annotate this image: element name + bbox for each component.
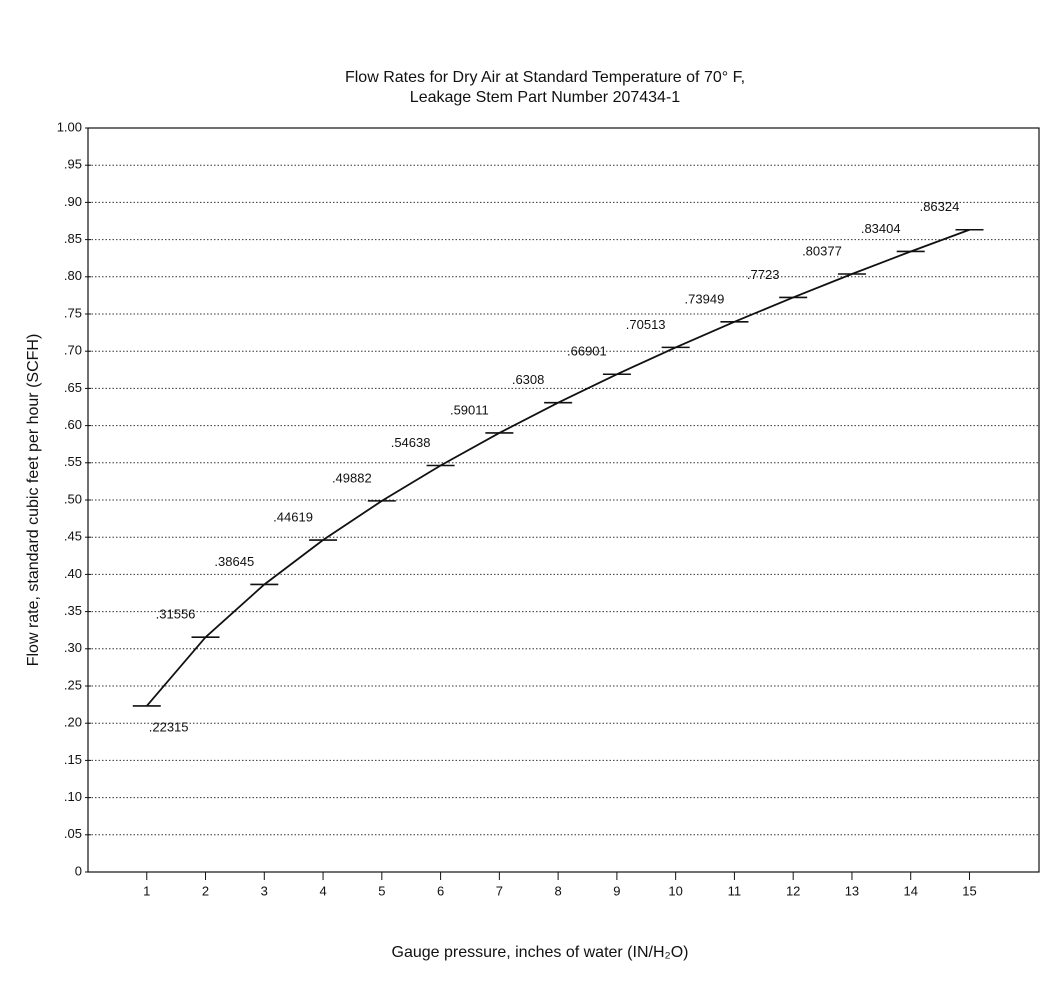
data-label: .54638 [391,435,431,450]
x-tick-label: 5 [378,883,385,898]
x-tick-label: 8 [555,883,562,898]
y-axis-label: Flow rate, standard cubic feet per hour … [25,334,42,667]
plot-frame [87,127,1040,873]
y-tick-label: .15 [64,752,82,767]
x-axis-label: Gauge pressure, inches of water (IN/H₂O) [392,944,689,961]
data-label: .7723 [747,267,780,282]
data-label: .49882 [332,470,372,485]
y-tick-label: .75 [64,305,82,320]
x-tick-label: 14 [903,883,917,898]
chart-subtitle: Leakage Stem Part Number 207434-1 [410,89,680,106]
x-tick-label: 2 [202,883,209,898]
y-tick-label: .25 [64,677,82,692]
x-tick-label: 1 [143,883,150,898]
y-tick-label: .50 [64,491,82,506]
data-label: .22315 [149,719,189,734]
data-label: .66901 [567,344,607,359]
y-tick-label: .65 [64,380,82,395]
x-tick-label: 9 [613,883,620,898]
data-label: .44619 [273,509,313,524]
data-label: .6308 [512,372,545,387]
data-label: .31556 [156,607,196,622]
data-label: .83404 [861,221,901,236]
y-tick-label: .30 [64,640,82,655]
y-tick-label: .80 [64,268,82,283]
y-tick-label: 1.00 [57,119,82,134]
data-label: .59011 [450,402,489,417]
y-tick-label: .20 [64,715,82,730]
data-label: .73949 [685,291,725,306]
x-tick-label: 10 [668,883,682,898]
x-tick-label: 13 [845,883,859,898]
y-tick-label: .95 [64,157,82,172]
x-tick-label: 15 [962,883,976,898]
y-tick-label: .70 [64,343,82,358]
x-tick-label: 6 [437,883,444,898]
y-tick-label: .45 [64,529,82,544]
x-tick-label: 7 [496,883,503,898]
y-tick-label: .90 [64,194,82,209]
y-tick-label: .55 [64,454,82,469]
data-label: .70513 [626,317,666,332]
y-tick-label: .85 [64,231,82,246]
x-tick-label: 3 [261,883,268,898]
y-tick-label: .60 [64,417,82,432]
x-tick-label: 4 [319,883,326,898]
data-label: .86324 [920,199,960,214]
y-tick-label: .05 [64,826,82,841]
data-label: .38645 [214,554,254,569]
y-tick-label: 0 [75,863,82,878]
chart-title: Flow Rates for Dry Air at Standard Tempe… [345,69,745,86]
x-tick-label: 11 [728,883,742,898]
y-tick-label: .40 [64,566,82,581]
data-label: .80377 [802,243,842,258]
x-tick-label: 12 [786,883,800,898]
y-tick-label: .35 [64,603,82,618]
y-tick-label: .10 [64,789,82,804]
